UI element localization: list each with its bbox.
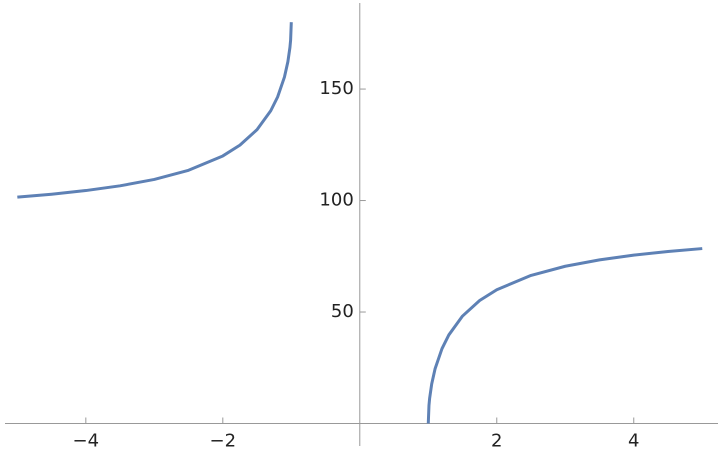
y-tick-label: 50 [331,301,354,322]
x-tick-label: 4 [628,431,639,452]
data-line [17,22,703,424]
x-tick-label: 2 [491,431,502,452]
y-tick-label: 100 [319,190,353,211]
x-tick-label: −2 [210,431,237,452]
y-tick-label: 150 [319,78,353,99]
x-tick-label: −4 [73,431,100,452]
